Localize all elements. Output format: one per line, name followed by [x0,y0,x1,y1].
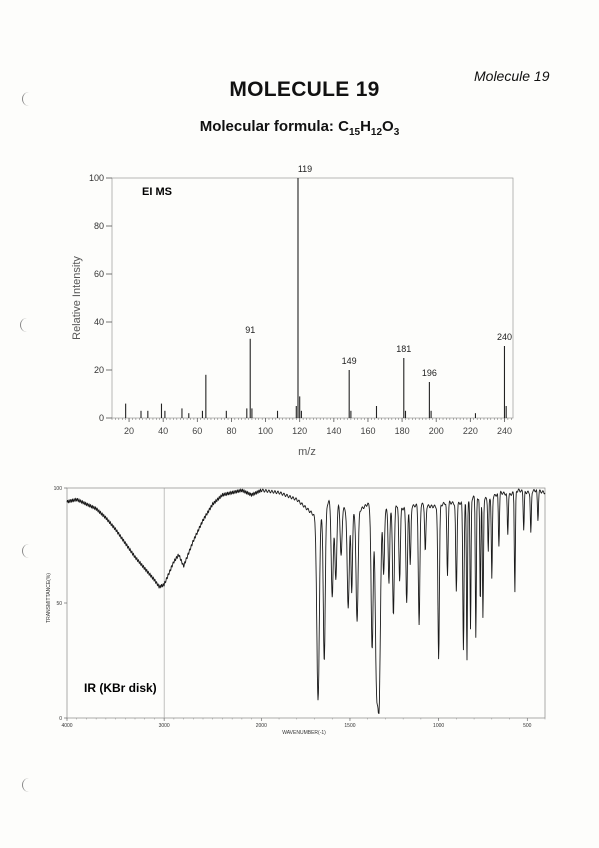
ms-xtick-label-6: 140 [326,426,341,436]
ms-ytick-label-4: 80 [94,221,104,231]
ms-xtick-label-1: 40 [158,426,168,436]
molecular-formula: Molecular formula: C15H12O3 [0,118,599,138]
ms-ytick-label-0: 0 [99,413,104,423]
punch-mark-1 [22,92,31,106]
ir-ytick-label-2: 100 [54,486,63,492]
ms-xtick-label-5: 120 [292,426,307,436]
ms-xtick-label-2: 60 [192,426,202,436]
ir-spectrum-trace [66,488,546,714]
ms-peak-label-196: 196 [422,368,437,378]
ir-xtick-label-2: 2000 [256,723,267,729]
formula-value: C15H12O3 [338,118,400,138]
ms-ylabel: Relative Intensity [71,256,83,340]
ms-xtick-label-0: 20 [124,426,134,436]
ms-ytick-label-1: 20 [94,365,104,375]
ms-ytick-label-3: 60 [94,269,104,279]
ms-peak-label-240: 240 [497,332,512,342]
ms-ytick-label-2: 40 [94,317,104,327]
page-title: MOLECULE 19 [0,78,599,102]
ir-xtick-label-3: 1500 [344,723,355,729]
ms-xtick-label-4: 100 [258,426,273,436]
ms-xtick-label-7: 160 [360,426,375,436]
ir-xtick-label-4: 1000 [433,723,444,729]
ms-xtick-label-11: 240 [497,426,512,436]
ir-xtick-label-0: 4000 [61,723,72,729]
ms-title: EI MS [142,186,172,198]
ms-xtick-label-8: 180 [395,426,410,436]
ir-chart: IR (KBr disk) TRANSMITTANCE(%) WAVENUMBE… [46,486,546,736]
ir-ytick-label-1: 50 [56,601,62,607]
punch-mark-4 [22,778,31,792]
ir-title: IR (KBr disk) [84,681,157,695]
ms-plot-frame [111,177,514,419]
page-title-text: MOLECULE 19 [229,78,380,101]
ir-xtick-label-5: 500 [523,723,532,729]
formula-label: Molecular formula: [199,118,334,135]
ms-xtick-label-9: 200 [429,426,444,436]
corner-label: Molecule 19 [474,68,550,84]
ir-ylabel: TRANSMITTANCE(%) [46,573,52,623]
ir-xlabel: WAVENUMBER(-1) [282,730,326,736]
ms-xtick-label-10: 220 [463,426,478,436]
ir-xtick-label-1: 3000 [159,723,170,729]
ms-peak-label-91: 91 [245,325,255,335]
ms-ytick-label-5: 100 [89,173,104,183]
ms-peak-label-181: 181 [396,344,411,354]
ir-ytick-label-0: 0 [59,716,62,722]
ms-peak-label-149: 149 [342,356,357,366]
ms-xtick-label-3: 80 [226,426,236,436]
ms-peak-label-119: 119 [298,164,312,174]
punch-mark-3 [22,544,31,558]
ms-xlabel: m/z [298,446,316,458]
punch-mark-2 [20,318,29,332]
ms-chart: EI MS Relative Intensity m/z 0 20 40 60 80 10… [71,164,514,458]
